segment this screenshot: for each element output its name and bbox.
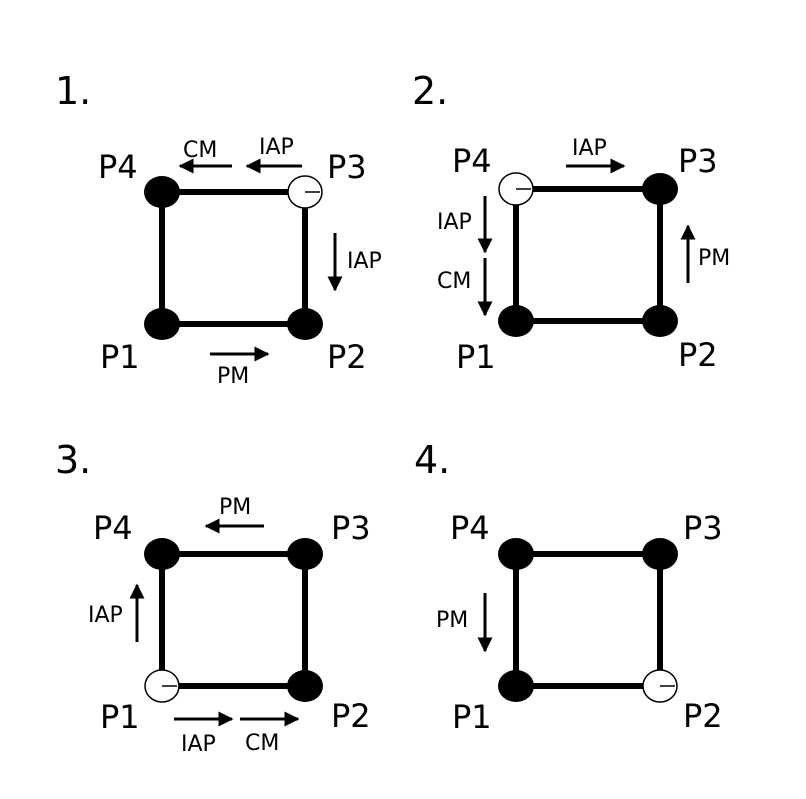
corner-node-p1 xyxy=(498,670,534,702)
panel-number: 1. xyxy=(55,69,91,113)
corner-label-p2: P2 xyxy=(331,697,371,735)
corner-node-p1 xyxy=(498,305,534,337)
arrow-label: CM xyxy=(183,138,217,163)
corner-node-p3 xyxy=(642,173,678,205)
open-corner-node-p4 xyxy=(498,172,534,206)
arrow-label: IAP xyxy=(88,603,123,628)
corner-label-p2: P2 xyxy=(327,338,367,376)
corner-label-p1: P1 xyxy=(100,338,140,376)
arrow-label: IAP xyxy=(437,210,472,235)
corner-node-p3 xyxy=(642,538,678,570)
square-edges xyxy=(513,186,663,324)
corner-label-p3: P3 xyxy=(678,142,718,180)
panel-4: 4. P4 P3 P1 P2 PM xyxy=(414,438,723,736)
arrow-label: PM xyxy=(219,495,251,520)
square-edges xyxy=(159,551,308,689)
corner-label-p2: P2 xyxy=(683,697,723,735)
arrow-label: IAP xyxy=(259,135,294,160)
square-edges xyxy=(159,189,308,327)
arrow-label: CM xyxy=(245,731,279,756)
panel-number: 4. xyxy=(414,438,450,482)
corner-label-p1: P1 xyxy=(100,698,140,736)
panel-3: 3. P4 P3 P1 P2 PM IAP IAP CM xyxy=(55,438,371,757)
corner-node-p2 xyxy=(287,670,323,702)
arrow-label: PM xyxy=(217,364,249,389)
corner-label-p4: P4 xyxy=(452,142,492,180)
corner-label-p3: P3 xyxy=(331,509,371,547)
open-corner-node-p2 xyxy=(642,669,678,703)
open-corner-node-p3 xyxy=(287,175,323,209)
corner-node-p2 xyxy=(287,308,323,340)
corner-node-p1 xyxy=(144,308,180,340)
corner-label-p2: P2 xyxy=(678,336,718,374)
corner-node-p4 xyxy=(144,176,180,208)
corner-label-p4: P4 xyxy=(98,148,138,186)
corner-node-p4 xyxy=(144,538,180,570)
corner-label-p4: P4 xyxy=(93,509,133,547)
panel-number: 3. xyxy=(55,438,91,482)
arrow-label: IAP xyxy=(572,136,607,161)
panel-2: 2. P4 P3 P1 P2 IAP IAP CM PM xyxy=(412,69,730,376)
corner-label-p3: P3 xyxy=(683,509,723,547)
arrow-label: IAP xyxy=(181,732,216,757)
panel-number: 2. xyxy=(412,69,448,113)
arrow-label: CM xyxy=(437,269,471,294)
corner-label-p1: P1 xyxy=(452,698,492,736)
open-corner-node-p1 xyxy=(144,669,180,703)
corner-label-p3: P3 xyxy=(327,148,367,186)
square-edges xyxy=(513,551,663,689)
arrow-label: PM xyxy=(698,246,730,271)
panel-1: 1. P4 P3 P1 P2 CM IAP IAP PM xyxy=(55,69,382,389)
corner-node-p3 xyxy=(287,538,323,570)
corner-node-p2 xyxy=(642,305,678,337)
corner-label-p4: P4 xyxy=(450,509,490,547)
corner-label-p1: P1 xyxy=(456,338,496,376)
arrow-label: IAP xyxy=(347,249,382,274)
corner-node-p4 xyxy=(498,538,534,570)
arrow-label: PM xyxy=(436,608,468,633)
